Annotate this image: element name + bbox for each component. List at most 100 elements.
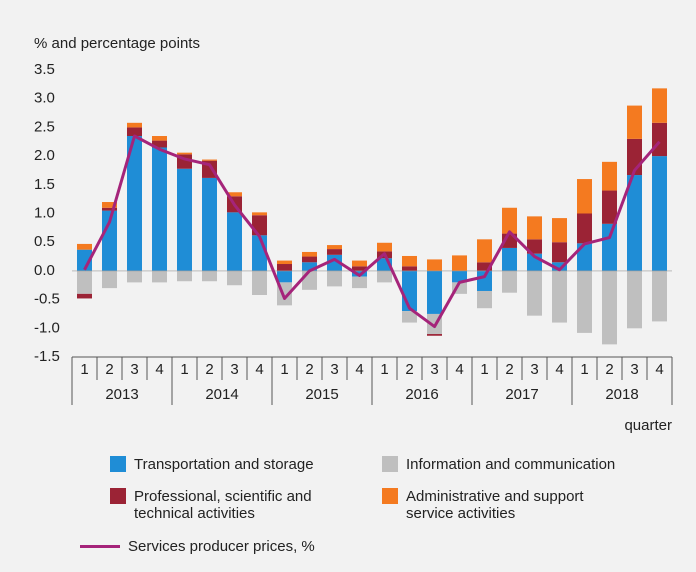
y-tick-label: 1.0 bbox=[34, 204, 55, 221]
legend-item: Administrative and support service activ… bbox=[382, 488, 622, 522]
bar-segment bbox=[152, 136, 167, 141]
bar-segment bbox=[452, 282, 467, 294]
year-label: 2018 bbox=[605, 386, 638, 403]
legend-label: Administrative and support service activ… bbox=[406, 488, 584, 522]
bar-segment bbox=[127, 122, 142, 128]
year-label: 2017 bbox=[505, 386, 538, 403]
x-tick-label: 2 bbox=[405, 361, 413, 378]
bar-segment bbox=[102, 207, 117, 211]
bar-segment bbox=[502, 270, 517, 293]
year-label: 2015 bbox=[305, 386, 338, 403]
bar-segment bbox=[602, 270, 617, 345]
bar-segment bbox=[377, 270, 392, 283]
legend-swatch bbox=[382, 456, 398, 472]
bar-segment bbox=[352, 276, 367, 289]
year-label: 2016 bbox=[405, 386, 438, 403]
bar-segment bbox=[377, 242, 392, 252]
bar-segment bbox=[352, 260, 367, 267]
legend-item: Information and communication bbox=[382, 456, 682, 473]
x-tick-label: 2 bbox=[605, 361, 613, 378]
legend-label: Transportation and storage bbox=[134, 456, 314, 473]
legend-label: Information and communication bbox=[406, 456, 616, 473]
bar-segment bbox=[177, 168, 192, 271]
x-tick-label: 4 bbox=[155, 361, 163, 378]
x-tick-label: 2 bbox=[205, 361, 213, 378]
bar-segment bbox=[152, 270, 167, 283]
x-tick-label: 1 bbox=[480, 361, 488, 378]
bar-segment bbox=[127, 270, 142, 283]
x-tick-label: 2 bbox=[305, 361, 313, 378]
bar-segment bbox=[502, 207, 517, 234]
bar-segment bbox=[202, 177, 217, 271]
x-tick-label: 1 bbox=[280, 361, 288, 378]
x-tick-label: 4 bbox=[655, 361, 663, 378]
x-axis-label: quarter bbox=[624, 417, 672, 434]
bar-segment bbox=[302, 270, 317, 290]
x-tick-label: 1 bbox=[80, 361, 88, 378]
bar-segment bbox=[552, 270, 567, 323]
x-tick-label: 4 bbox=[255, 361, 263, 378]
bar-segment bbox=[477, 239, 492, 263]
bar-segment bbox=[102, 202, 117, 208]
bar-segment bbox=[302, 262, 317, 271]
bar-segment bbox=[577, 270, 592, 333]
bar-segment bbox=[77, 293, 92, 299]
y-tick-label: -0.5 bbox=[34, 291, 60, 308]
legend-item: Transportation and storage bbox=[110, 456, 350, 473]
bar-segment bbox=[402, 255, 417, 267]
bar-segment bbox=[552, 218, 567, 243]
x-tick-label: 3 bbox=[430, 361, 438, 378]
bar-segment bbox=[402, 311, 417, 323]
bar-segment bbox=[177, 152, 192, 155]
bar-segment bbox=[527, 216, 542, 240]
bar-segment bbox=[302, 256, 317, 263]
year-label: 2014 bbox=[205, 386, 238, 403]
x-tick-label: 2 bbox=[105, 361, 113, 378]
legend-item: Services producer prices, % bbox=[80, 538, 400, 555]
bar-segment bbox=[277, 270, 292, 283]
bar-segment bbox=[477, 262, 492, 271]
bar-segment bbox=[277, 260, 292, 265]
bar-segment bbox=[602, 161, 617, 191]
year-label: 2013 bbox=[105, 386, 138, 403]
legend-swatch bbox=[110, 456, 126, 472]
y-tick-label: 3.5 bbox=[34, 61, 55, 78]
bar-segment bbox=[627, 270, 642, 329]
bar-segment bbox=[577, 243, 592, 271]
bar-segment bbox=[652, 88, 667, 123]
legend-swatch bbox=[382, 488, 398, 504]
bar-segment bbox=[202, 159, 217, 161]
bar-segment bbox=[252, 215, 267, 236]
x-tick-label: 3 bbox=[330, 361, 338, 378]
bar-segment bbox=[302, 251, 317, 257]
bar-segment bbox=[327, 249, 342, 255]
bar-segment bbox=[627, 175, 642, 271]
bar-segment bbox=[127, 136, 142, 271]
x-tick-label: 1 bbox=[180, 361, 188, 378]
x-tick-label: 3 bbox=[230, 361, 238, 378]
bar-segment bbox=[252, 270, 267, 296]
x-tick-label: 4 bbox=[455, 361, 463, 378]
bar-segment bbox=[552, 242, 567, 263]
legend-item: Professional, scientific and technical a… bbox=[110, 488, 350, 522]
bar-segment bbox=[652, 122, 667, 157]
x-tick-label: 1 bbox=[580, 361, 588, 378]
bar-segment bbox=[152, 140, 167, 148]
bar-segment bbox=[452, 255, 467, 271]
legend-label: Professional, scientific and technical a… bbox=[134, 488, 312, 522]
y-tick-label: 0.0 bbox=[34, 262, 55, 279]
bar-segment bbox=[352, 266, 367, 271]
bar-segment bbox=[602, 223, 617, 271]
line bbox=[83, 134, 661, 329]
y-tick-label: 2.0 bbox=[34, 147, 55, 164]
bar-segment bbox=[477, 270, 492, 291]
bar-segment bbox=[102, 210, 117, 271]
bar-segment bbox=[427, 334, 442, 336]
legend-swatch bbox=[110, 488, 126, 504]
y-tick-label: -1.0 bbox=[34, 319, 60, 336]
bar-segment bbox=[202, 270, 217, 282]
y-tick-label: -1.5 bbox=[34, 348, 60, 365]
bar-segment bbox=[252, 212, 267, 216]
